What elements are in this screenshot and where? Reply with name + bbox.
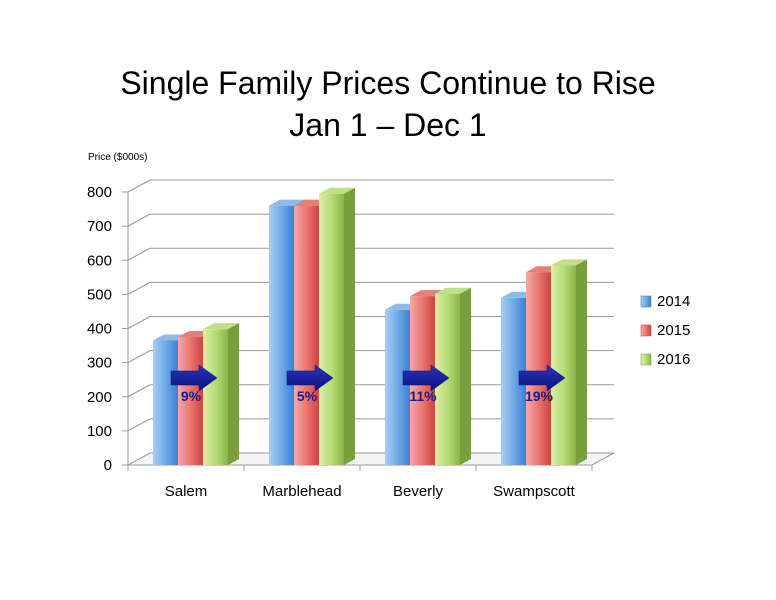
bar — [203, 323, 239, 465]
x-category-label: Beverly — [393, 483, 444, 500]
bar-top — [551, 259, 587, 266]
bar-side — [576, 259, 587, 465]
x-category-label: Salem — [165, 483, 208, 500]
gridline-depth — [127, 281, 151, 295]
x-axis-categories: Salem Marblehead Beverly Swampscott — [165, 483, 576, 500]
legend-swatch — [640, 295, 652, 308]
bar-front — [178, 337, 203, 465]
bar-side — [228, 323, 239, 465]
bar-side — [460, 287, 471, 465]
bar-top — [203, 323, 239, 330]
y-tick-label: 400 — [87, 321, 112, 338]
bar-front — [269, 205, 294, 465]
y-tick-label: 200 — [87, 389, 112, 406]
bar-top — [319, 187, 355, 194]
chart-legend: 2014 2015 2016 — [640, 293, 690, 368]
y-tick-label: 0 — [104, 457, 112, 474]
y-tick-label: 800 — [87, 184, 112, 201]
percent-change-label: 5% — [297, 388, 318, 404]
arrow-right-icon — [170, 364, 218, 392]
y-tick-label: 700 — [87, 218, 112, 235]
legend-label: 2014 — [657, 293, 690, 310]
x-category-label: Swampscott — [493, 483, 576, 500]
bar-front — [385, 309, 410, 465]
bar-front — [153, 340, 178, 465]
percent-change-label: 19% — [525, 388, 554, 404]
percent-change-label: 11% — [409, 388, 437, 404]
arrow-right-icon — [402, 364, 450, 392]
y-axis-label: Price ($000s) — [88, 152, 147, 163]
legend-item: 2016 — [640, 351, 690, 368]
gridline-depth — [127, 247, 151, 261]
legend-label: 2016 — [657, 351, 690, 368]
y-axis-ticks: 0 100 200 300 400 500 600 700 800 — [87, 184, 112, 474]
chart-subtitle: Jan 1 – Dec 1 — [289, 107, 486, 143]
legend-item: 2015 — [640, 322, 690, 339]
y-tick-label: 600 — [87, 252, 112, 269]
bar-front — [551, 265, 576, 465]
gridline-depth — [127, 179, 151, 193]
bar — [319, 187, 355, 466]
arrow-right-icon — [286, 364, 334, 392]
legend-label: 2015 — [657, 322, 690, 339]
gridline-depth — [127, 213, 151, 227]
x-category-label: Marblehead — [262, 483, 341, 500]
bar-front — [294, 205, 319, 465]
bar-side — [344, 187, 355, 466]
gridline-depth — [127, 350, 151, 364]
bar-top — [269, 199, 305, 206]
chart-annotations: 9% 5% 11% 19% — [170, 364, 566, 404]
gridline-depth — [127, 316, 151, 329]
gridline-depth — [127, 418, 151, 432]
y-tick-label: 100 — [87, 423, 112, 440]
bar-front — [319, 193, 344, 466]
bar-front — [203, 329, 228, 465]
percent-change-label: 9% — [181, 388, 202, 404]
legend-item: 2014 — [640, 293, 690, 310]
y-tick-label: 300 — [87, 355, 112, 372]
y-tick-label: 500 — [87, 286, 112, 303]
bar-top — [435, 287, 471, 294]
arrow-right-icon — [518, 364, 566, 392]
chart-title: Single Family Prices Continue to Rise — [120, 65, 655, 101]
legend-swatch — [640, 353, 652, 366]
gridline-depth — [127, 384, 151, 398]
bar — [551, 259, 587, 465]
legend-swatch — [640, 324, 652, 337]
